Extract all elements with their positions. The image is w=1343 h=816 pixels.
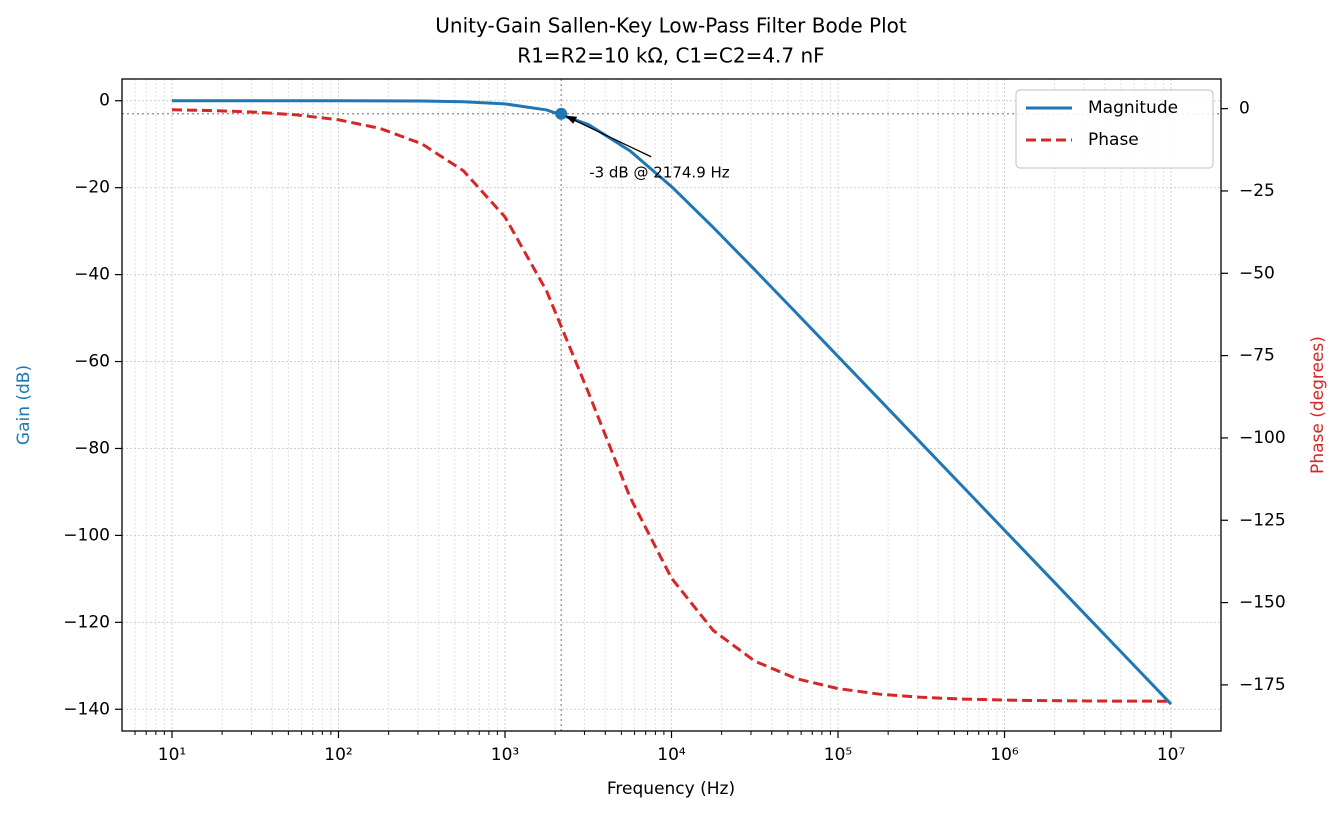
legend-label: Phase bbox=[1088, 130, 1139, 150]
x-tick-label: 10¹ bbox=[158, 745, 186, 765]
y2-tick-label: −175 bbox=[1239, 675, 1286, 695]
y-tick-label: −20 bbox=[74, 178, 110, 198]
y-tick-label: 0 bbox=[99, 91, 110, 111]
plot-frame bbox=[121, 78, 1222, 732]
y2-tick-label: −150 bbox=[1239, 593, 1286, 613]
x-tick-label: 10⁷ bbox=[1157, 745, 1186, 765]
y-axis-label: Gain (dB) bbox=[14, 365, 34, 445]
x-tick-label: 10² bbox=[324, 745, 352, 765]
x-tick-label: 10⁶ bbox=[990, 745, 1019, 765]
line-phase bbox=[171, 108, 1172, 703]
y2-tick-label: −50 bbox=[1239, 263, 1275, 283]
y-tick-label: −100 bbox=[63, 525, 110, 545]
y2-tick-label: −125 bbox=[1239, 510, 1286, 530]
x-tick-label: 10⁴ bbox=[657, 745, 686, 765]
annotation-arrow bbox=[566, 116, 652, 158]
y-tick-label: −120 bbox=[63, 612, 110, 632]
y2-tick-label: −75 bbox=[1239, 346, 1275, 366]
y2-axis-label: Phase (degrees) bbox=[1308, 336, 1328, 474]
legend-label: Magnitude bbox=[1088, 98, 1178, 118]
y2-tick-label: 0 bbox=[1239, 99, 1250, 119]
chart-title: Unity-Gain Sallen-Key Low-Pass Filter Bo… bbox=[435, 14, 907, 38]
x-axis-label: Frequency (Hz) bbox=[607, 779, 735, 799]
x-tick-label: 10³ bbox=[491, 745, 519, 765]
y-tick-label: −60 bbox=[74, 352, 110, 372]
annotation-arrowhead bbox=[565, 115, 578, 124]
annotation: -3 dB @ 2174.9 Hz bbox=[589, 163, 730, 181]
marker-point bbox=[555, 107, 568, 120]
y2-tick-label: −100 bbox=[1239, 428, 1286, 448]
chart-subtitle: R1=R2=10 kΩ, C1=C2=4.7 nF bbox=[517, 44, 824, 68]
y-tick-label: −140 bbox=[63, 699, 110, 719]
y-tick-label: −80 bbox=[74, 438, 110, 458]
x-tick-label: 10⁵ bbox=[824, 745, 852, 765]
line-magnitude bbox=[171, 99, 1173, 706]
y2-tick-label: −25 bbox=[1239, 181, 1275, 201]
y-tick-label: −40 bbox=[74, 265, 110, 285]
